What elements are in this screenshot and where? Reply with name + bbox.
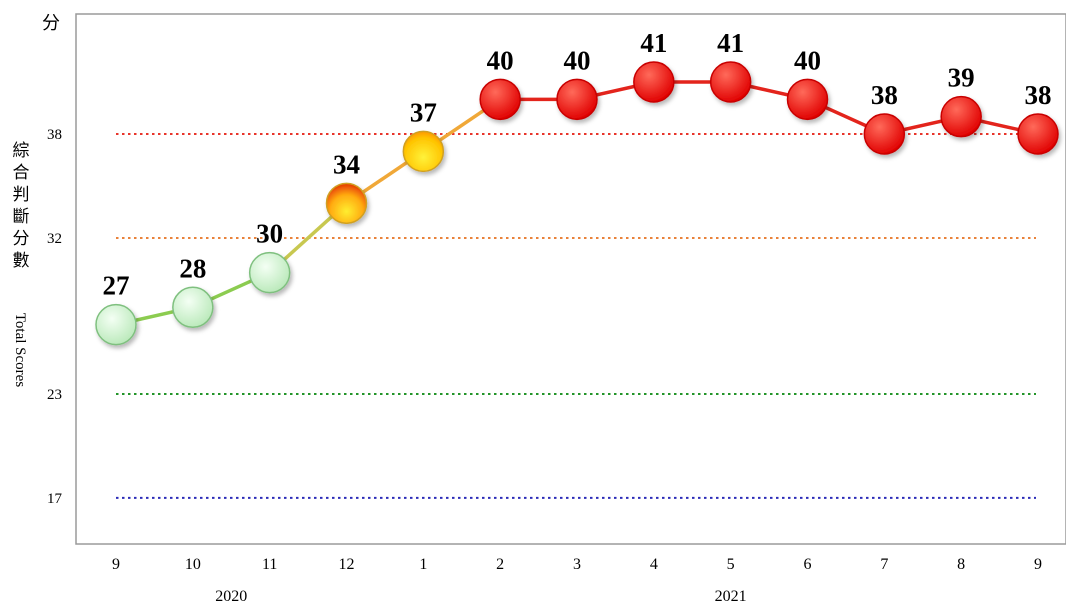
x-tick-label: 8: [957, 556, 965, 573]
y-tick-label: 23: [47, 387, 62, 403]
data-point: [95, 303, 137, 346]
x-tick-label: 1: [419, 556, 427, 573]
year-label: 2020: [215, 588, 247, 605]
data-point: [940, 95, 982, 138]
x-tick-label: 6: [804, 556, 812, 573]
y-axis-title-char: 數: [12, 251, 30, 272]
y-axis-title-english: Total Scores: [4, 285, 34, 415]
data-label: 40: [564, 45, 591, 75]
data-label: 30: [256, 219, 283, 249]
y-tick-label: 32: [47, 231, 62, 247]
data-point: [786, 78, 829, 121]
y-axis-title-char: 合: [12, 163, 30, 184]
y-axis-title-char: 判: [12, 185, 30, 206]
y-axis-title-char: 斷: [12, 207, 30, 228]
y-axis-title-char: 分: [12, 229, 30, 250]
data-point: [1017, 113, 1059, 155]
data-point: [248, 251, 291, 294]
y-axis-title-english-text: Total Scores: [11, 312, 28, 388]
data-label: 38: [1025, 80, 1052, 110]
data-label: 34: [333, 149, 360, 179]
year-label: 2021: [715, 588, 747, 605]
data-label: 39: [948, 63, 975, 93]
x-tick-label: 11: [262, 556, 277, 573]
data-point: [402, 130, 445, 173]
data-point: [325, 182, 368, 225]
data-point: [709, 61, 752, 103]
data-point: [633, 61, 675, 103]
y-axis-title-chinese: 綜合判斷分數: [10, 140, 32, 273]
data-point: [556, 78, 598, 121]
x-tick-label: 5: [727, 556, 735, 573]
x-tick-label: 3: [573, 556, 581, 573]
y-axis-title-char: 綜: [12, 141, 30, 161]
x-tick-label: 7: [880, 556, 888, 573]
x-tick-label: 10: [185, 556, 201, 573]
data-point: [172, 286, 214, 329]
x-tick-label: 9: [1034, 556, 1042, 573]
y-tick-label: 38: [47, 127, 62, 143]
y-tick-label: 17: [47, 491, 63, 507]
data-label: 37: [410, 97, 437, 127]
data-label: 27: [103, 271, 130, 301]
data-point: [479, 78, 521, 121]
data-label: 41: [717, 28, 744, 58]
data-label: 40: [487, 45, 514, 75]
data-label: 41: [640, 28, 667, 58]
x-tick-label: 4: [650, 556, 658, 573]
x-tick-label: 2: [496, 556, 504, 573]
unit-label: 分: [42, 13, 60, 34]
x-tick-label: 12: [339, 556, 355, 573]
data-point: [863, 113, 906, 155]
data-label: 38: [871, 80, 898, 110]
x-tick-label: 9: [112, 556, 120, 573]
data-label: 28: [179, 253, 206, 283]
data-label: 40: [794, 45, 821, 75]
